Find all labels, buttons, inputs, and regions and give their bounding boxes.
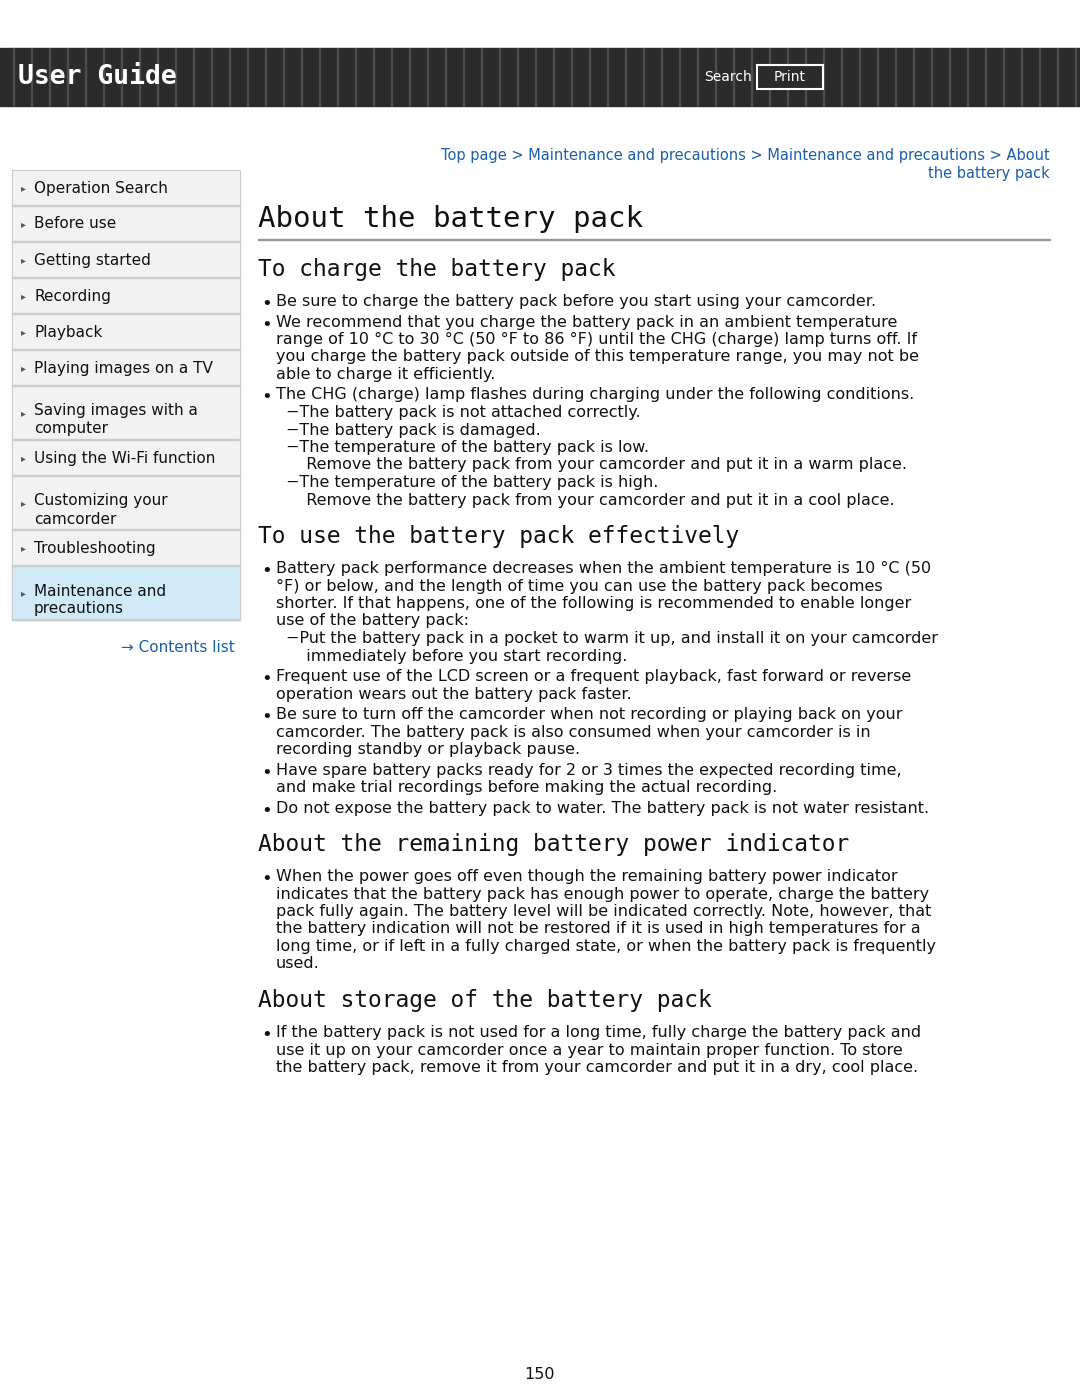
Text: To use the battery pack effectively: To use the battery pack effectively bbox=[258, 525, 739, 548]
Text: indicates that the battery pack has enough power to operate, charge the battery: indicates that the battery pack has enou… bbox=[276, 887, 929, 901]
Text: Before use: Before use bbox=[33, 217, 117, 232]
Text: Battery pack performance decreases when the ambient temperature is 10 °C (50: Battery pack performance decreases when … bbox=[276, 562, 931, 576]
Text: °F) or below, and the length of time you can use the battery pack becomes: °F) or below, and the length of time you… bbox=[276, 578, 882, 594]
Text: computer: computer bbox=[33, 422, 108, 436]
Text: ▸: ▸ bbox=[21, 183, 26, 193]
Text: Using the Wi-Fi function: Using the Wi-Fi function bbox=[33, 450, 215, 465]
Text: Do not expose the battery pack to water. The battery pack is not water resistant: Do not expose the battery pack to water.… bbox=[276, 800, 929, 816]
Text: •: • bbox=[261, 671, 272, 687]
Text: long time, or if left in a fully charged state, or when the battery pack is freq: long time, or if left in a fully charged… bbox=[276, 939, 936, 954]
FancyBboxPatch shape bbox=[757, 66, 823, 89]
Text: ▸: ▸ bbox=[21, 453, 26, 462]
Text: •: • bbox=[261, 764, 272, 781]
Text: Recording: Recording bbox=[33, 289, 111, 303]
Text: Getting started: Getting started bbox=[33, 253, 151, 267]
Bar bbox=[12, 566, 240, 620]
Text: used.: used. bbox=[276, 957, 320, 971]
Text: Have spare battery packs ready for 2 or 3 times the expected recording time,: Have spare battery packs ready for 2 or … bbox=[276, 763, 902, 778]
Text: If the battery pack is not used for a long time, fully charge the battery pack a: If the battery pack is not used for a lo… bbox=[276, 1025, 921, 1039]
Text: •: • bbox=[261, 562, 272, 580]
Text: Search: Search bbox=[704, 70, 752, 84]
Text: •: • bbox=[261, 802, 272, 820]
Text: Print: Print bbox=[774, 70, 806, 84]
Text: −The temperature of the battery pack is high.: −The temperature of the battery pack is … bbox=[286, 475, 659, 490]
Text: ▸: ▸ bbox=[21, 363, 26, 373]
Text: Remove the battery pack from your camcorder and put it in a cool place.: Remove the battery pack from your camcor… bbox=[296, 493, 894, 507]
Text: −Put the battery pack in a pocket to warm it up, and install it on your camcorde: −Put the battery pack in a pocket to war… bbox=[286, 631, 939, 645]
Text: When the power goes off even though the remaining battery power indicator: When the power goes off even though the … bbox=[276, 869, 897, 884]
Text: We recommend that you charge the battery pack in an ambient temperature: We recommend that you charge the battery… bbox=[276, 314, 897, 330]
Text: shorter. If that happens, one of the following is recommended to enable longer: shorter. If that happens, one of the fol… bbox=[276, 597, 912, 610]
Text: Playing images on a TV: Playing images on a TV bbox=[33, 360, 213, 376]
Text: you charge the battery pack outside of this temperature range, you may not be: you charge the battery pack outside of t… bbox=[276, 349, 919, 365]
Text: camcorder: camcorder bbox=[33, 511, 117, 527]
Text: range of 10 °C to 30 °C (50 °F to 86 °F) until the CHG (charge) lamp turns off. : range of 10 °C to 30 °C (50 °F to 86 °F)… bbox=[276, 332, 917, 346]
Text: ▸: ▸ bbox=[21, 588, 26, 598]
Text: ▸: ▸ bbox=[21, 219, 26, 229]
Text: The CHG (charge) lamp flashes during charging under the following conditions.: The CHG (charge) lamp flashes during cha… bbox=[276, 387, 915, 402]
Text: the battery pack, remove it from your camcorder and put it in a dry, cool place.: the battery pack, remove it from your ca… bbox=[276, 1060, 918, 1076]
Text: ▸: ▸ bbox=[21, 327, 26, 337]
Text: → Contents list: → Contents list bbox=[121, 640, 235, 655]
Text: pack fully again. The battery level will be indicated correctly. Note, however, : pack fully again. The battery level will… bbox=[276, 904, 931, 919]
Text: Operation Search: Operation Search bbox=[33, 180, 167, 196]
Text: About the remaining battery power indicator: About the remaining battery power indica… bbox=[258, 833, 849, 856]
Text: Maintenance and: Maintenance and bbox=[33, 584, 166, 598]
Text: −The temperature of the battery pack is low.: −The temperature of the battery pack is … bbox=[286, 440, 649, 455]
Text: ▸: ▸ bbox=[21, 256, 26, 265]
Text: 150: 150 bbox=[525, 1368, 555, 1382]
Text: and make trial recordings before making the actual recording.: and make trial recordings before making … bbox=[276, 780, 778, 795]
Text: the battery pack: the battery pack bbox=[928, 166, 1050, 182]
Text: −The battery pack is not attached correctly.: −The battery pack is not attached correc… bbox=[286, 405, 640, 420]
Text: Playback: Playback bbox=[33, 324, 103, 339]
Text: ▸: ▸ bbox=[21, 497, 26, 509]
Bar bbox=[12, 170, 240, 620]
Text: precautions: precautions bbox=[33, 602, 124, 616]
Text: Remove the battery pack from your camcorder and put it in a warm place.: Remove the battery pack from your camcor… bbox=[296, 457, 907, 472]
Text: Saving images with a: Saving images with a bbox=[33, 404, 198, 419]
Text: Be sure to turn off the camcorder when not recording or playing back on your: Be sure to turn off the camcorder when n… bbox=[276, 707, 903, 722]
Text: To charge the battery pack: To charge the battery pack bbox=[258, 258, 616, 281]
Text: •: • bbox=[261, 1025, 272, 1044]
Text: Troubleshooting: Troubleshooting bbox=[33, 541, 156, 556]
Text: the battery indication will not be restored if it is used in high temperatures f: the battery indication will not be resto… bbox=[276, 922, 920, 936]
Text: •: • bbox=[261, 295, 272, 313]
Bar bbox=[0, 47, 1080, 106]
Text: Customizing your: Customizing your bbox=[33, 493, 167, 509]
Text: Be sure to charge the battery pack before you start using your camcorder.: Be sure to charge the battery pack befor… bbox=[276, 293, 876, 309]
Text: User Guide: User Guide bbox=[18, 64, 177, 89]
Text: •: • bbox=[261, 316, 272, 334]
Text: •: • bbox=[261, 708, 272, 726]
Bar bbox=[12, 170, 240, 620]
Text: Top page > Maintenance and precautions > Maintenance and precautions > About: Top page > Maintenance and precautions >… bbox=[442, 148, 1050, 163]
Text: operation wears out the battery pack faster.: operation wears out the battery pack fas… bbox=[276, 686, 632, 701]
Text: About storage of the battery pack: About storage of the battery pack bbox=[258, 989, 712, 1011]
Text: About the battery pack: About the battery pack bbox=[258, 205, 643, 233]
Text: ▸: ▸ bbox=[21, 291, 26, 300]
Text: camcorder. The battery pack is also consumed when your camcorder is in: camcorder. The battery pack is also cons… bbox=[276, 725, 870, 739]
Text: immediately before you start recording.: immediately before you start recording. bbox=[296, 648, 627, 664]
Text: ▸: ▸ bbox=[21, 408, 26, 418]
Text: use it up on your camcorder once a year to maintain proper function. To store: use it up on your camcorder once a year … bbox=[276, 1042, 903, 1058]
Text: •: • bbox=[261, 388, 272, 407]
Text: Frequent use of the LCD screen or a frequent playback, fast forward or reverse: Frequent use of the LCD screen or a freq… bbox=[276, 669, 912, 685]
Text: ▸: ▸ bbox=[21, 543, 26, 553]
Text: able to charge it efficiently.: able to charge it efficiently. bbox=[276, 367, 496, 381]
Text: recording standby or playback pause.: recording standby or playback pause. bbox=[276, 742, 580, 757]
Text: use of the battery pack:: use of the battery pack: bbox=[276, 613, 469, 629]
Text: −The battery pack is damaged.: −The battery pack is damaged. bbox=[286, 422, 541, 437]
Text: •: • bbox=[261, 870, 272, 888]
